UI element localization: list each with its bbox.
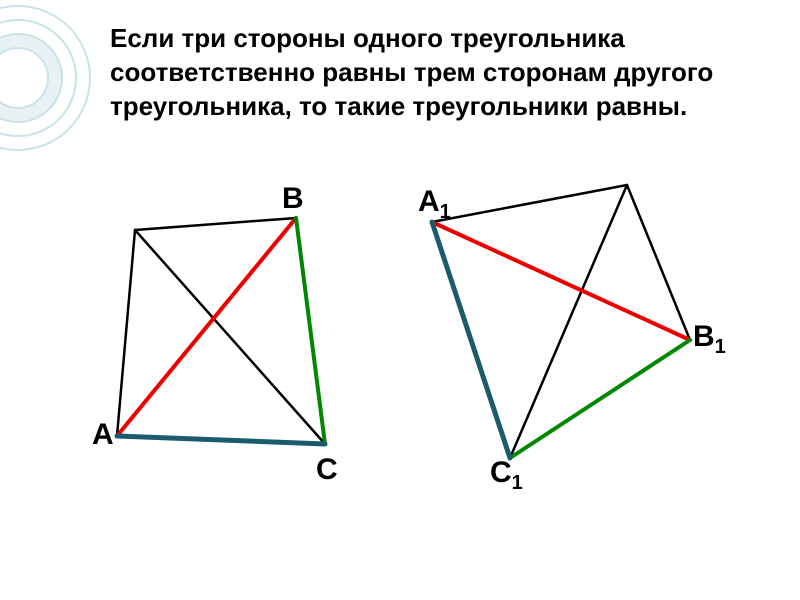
geometry-diagram [0,0,800,600]
vertex-label-C1: С1 [490,456,523,495]
vertex-label-A1: А1 [418,185,451,224]
vertex-label-A: А [92,418,114,452]
vertex-label-B1: В1 [693,320,726,359]
vertex-label-B: В [282,182,304,216]
vertex-label-C: С [316,453,338,487]
